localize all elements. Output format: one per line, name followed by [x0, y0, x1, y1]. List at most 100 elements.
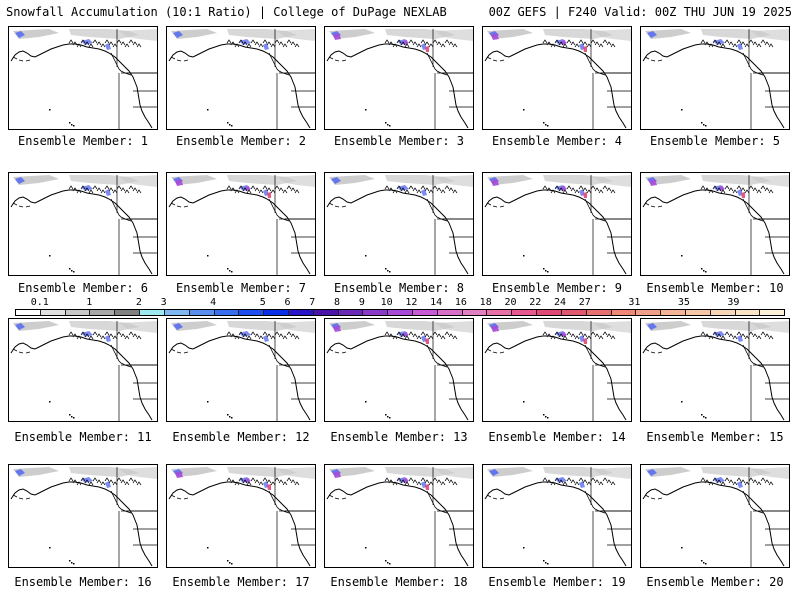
- island: [543, 122, 545, 124]
- coastline-detail: [590, 477, 596, 482]
- island: [387, 416, 389, 418]
- coastline-detail: [606, 333, 612, 338]
- coastline-detail: [424, 41, 430, 46]
- coastline-detail: [724, 185, 730, 190]
- color-scale-segment: [437, 310, 463, 315]
- color-scale-label: 20: [504, 297, 517, 308]
- island: [547, 417, 549, 419]
- coastline-detail: [700, 39, 706, 44]
- ensemble-member-map: [166, 464, 316, 568]
- coastline-detail: [574, 481, 580, 486]
- coastline-detail: [388, 479, 394, 484]
- coastline-detail: [120, 333, 126, 338]
- coastline-detail: [400, 41, 406, 46]
- coastline-detail: [570, 333, 576, 338]
- color-scale-segment: [189, 310, 215, 315]
- coastline-detail: [752, 333, 758, 338]
- coastline: [484, 481, 627, 567]
- coastline: [10, 481, 153, 567]
- snowfall-area: [13, 29, 59, 39]
- coastline-detail: [594, 479, 600, 484]
- coastline-detail: [704, 41, 710, 46]
- color-scale-label: 4: [210, 297, 217, 308]
- island: [543, 560, 545, 562]
- coastline-detail: [128, 39, 134, 44]
- ensemble-member-caption: Ensemble Member: 8: [333, 281, 465, 295]
- ensemble-member-caption: Ensemble Member: 20: [646, 575, 784, 589]
- snowfall-area: [277, 29, 315, 41]
- coastline-detail: [444, 185, 450, 190]
- color-scale-segment: [214, 310, 240, 315]
- coastline-detail: [258, 481, 264, 486]
- island: [365, 255, 367, 257]
- color-scale-label: 9: [358, 297, 365, 308]
- map-canvas: [10, 321, 157, 421]
- coastline: [10, 43, 153, 129]
- coastline-detail: [728, 479, 734, 484]
- island: [703, 416, 705, 418]
- coastline-detail: [104, 39, 110, 44]
- coastline-detail: [88, 189, 94, 194]
- island: [229, 270, 231, 272]
- ensemble-member-map: [482, 464, 632, 568]
- coastline-detail: [756, 189, 762, 194]
- island: [229, 416, 231, 418]
- island: [547, 563, 549, 565]
- coastline-detail: [716, 479, 722, 484]
- coastline: [642, 481, 785, 567]
- coastline-detail: [124, 43, 130, 48]
- coastline-detail: [724, 39, 730, 44]
- color-scale-segment: [140, 310, 165, 315]
- coastline-detail: [440, 335, 446, 340]
- color-scale-label: 3: [160, 297, 167, 308]
- coastline-detail: [112, 481, 118, 486]
- coastline-detail: [400, 333, 406, 338]
- coastline-detail: [120, 479, 126, 484]
- coastline-detail: [92, 331, 98, 336]
- island: [73, 417, 75, 419]
- coastline-detail: [250, 39, 256, 44]
- coastline-detail: [764, 479, 770, 484]
- snowfall-area: [435, 175, 473, 187]
- coastline-detail: [282, 481, 288, 486]
- island: [705, 417, 707, 419]
- snowfall-area: [329, 467, 375, 477]
- coastline-detail: [452, 43, 458, 48]
- border-line: [12, 202, 31, 208]
- snowfall-area: [425, 484, 429, 490]
- color-scale-segment: [115, 310, 141, 315]
- ensemble-member-caption: Ensemble Member: 2: [175, 134, 307, 148]
- coastline-detail: [242, 479, 248, 484]
- coastline-detail: [720, 189, 726, 194]
- snowfall-area: [277, 321, 315, 333]
- island: [207, 255, 209, 257]
- island: [227, 268, 229, 270]
- coastline-detail: [554, 331, 560, 336]
- coastline-detail: [760, 477, 766, 482]
- border-line: [170, 348, 189, 354]
- map-canvas: [642, 29, 789, 129]
- coastline-detail: [574, 43, 580, 48]
- coastline-detail: [546, 333, 552, 338]
- color-scale-label: 27: [578, 297, 591, 308]
- coastline-detail: [728, 41, 734, 46]
- island: [49, 547, 51, 549]
- coastline-detail: [76, 335, 82, 340]
- snowfall-area: [737, 43, 743, 50]
- color-scale-label: 1: [86, 297, 93, 308]
- island: [231, 271, 233, 273]
- coastline-detail: [68, 331, 74, 336]
- snowfall-area: [487, 467, 533, 477]
- snowfall-area: [277, 467, 315, 479]
- coastline-detail: [428, 335, 434, 340]
- coastline-detail: [136, 335, 142, 340]
- snowfall-area: [487, 29, 533, 39]
- coastline-detail: [250, 331, 256, 336]
- coastline-detail: [96, 479, 102, 484]
- snowfall-area: [171, 321, 217, 331]
- coastline-detail: [124, 189, 130, 194]
- snowfall-area: [593, 321, 631, 333]
- map-canvas: [484, 467, 631, 567]
- coastline-detail: [598, 189, 604, 194]
- snowfall-area: [741, 192, 745, 198]
